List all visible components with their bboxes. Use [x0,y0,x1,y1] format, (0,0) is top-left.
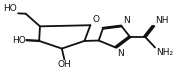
Text: N: N [117,49,124,58]
Text: NH: NH [155,16,168,25]
Text: N: N [123,16,130,25]
Text: O: O [92,15,99,24]
Text: HO: HO [12,36,26,45]
Text: NH₂: NH₂ [156,48,173,57]
Text: OH: OH [58,60,71,69]
Text: HO: HO [3,4,17,13]
